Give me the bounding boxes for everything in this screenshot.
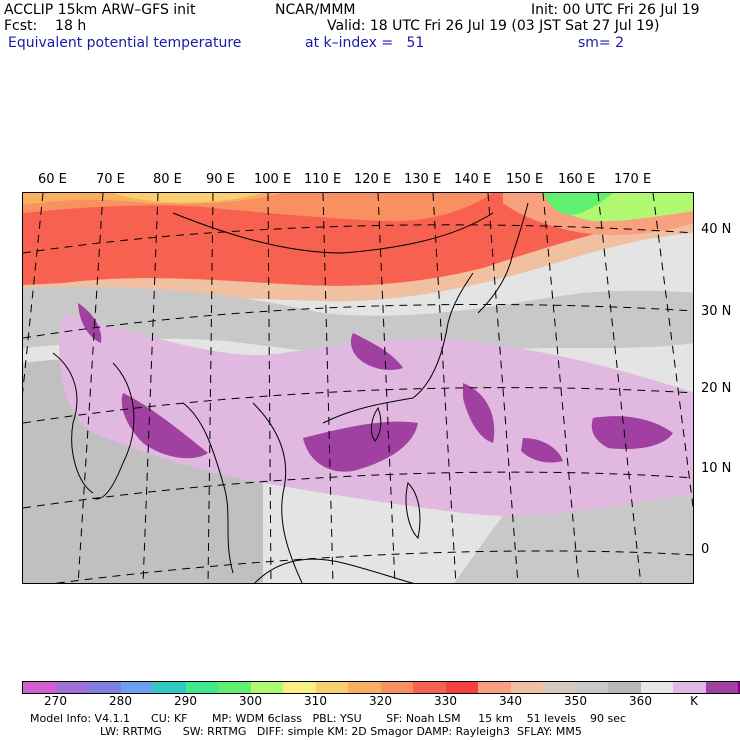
colorbar-tick-label: 320 <box>369 694 392 708</box>
colorbar-tick-label: 290 <box>174 694 197 708</box>
colorbar-tick-label: 350 <box>564 694 587 708</box>
colorbar-tick-label: 280 <box>109 694 132 708</box>
colorbar-swatch <box>738 682 740 693</box>
colorbar-swatch <box>218 682 251 693</box>
colorbar-swatch <box>478 682 511 693</box>
colorbar-swatch <box>88 682 121 693</box>
lat-label: 30 N <box>701 304 732 319</box>
model-info-line: Model Info: V4.1.1 CU: KF MP: WDM 6class… <box>30 712 627 725</box>
lat-label: 20 N <box>701 381 732 396</box>
colorbar-swatch <box>445 682 478 693</box>
init-time: Init: 00 UTC Fri 26 Jul 19 <box>531 2 700 18</box>
lon-label: 70 E <box>96 172 125 187</box>
lon-label: 140 E <box>454 172 492 187</box>
colorbar-swatch <box>575 682 608 693</box>
lon-label: 170 E <box>614 172 652 187</box>
colorbar-unit-label: K <box>690 694 698 708</box>
colorbar-swatch <box>543 682 576 693</box>
colorbar-tick-label: 300 <box>239 694 262 708</box>
lon-label: 80 E <box>153 172 182 187</box>
smoothing-value: sm= 2 <box>578 35 625 51</box>
lon-label: 150 E <box>506 172 544 187</box>
colorbar-swatch <box>640 682 673 693</box>
theta-e-field <box>23 193 693 583</box>
colorbar-swatch <box>348 682 381 693</box>
colorbar-tick-label: 270 <box>44 694 67 708</box>
lon-label: 100 E <box>254 172 292 187</box>
lat-label: 40 N <box>701 222 732 237</box>
model-title: ACCLIP 15km ARW–GFS init <box>4 2 196 18</box>
level-index: at k–index = 51 <box>305 35 425 51</box>
colorbar-swatch <box>380 682 413 693</box>
colorbar-swatch <box>55 682 88 693</box>
lon-label: 160 E <box>558 172 596 187</box>
physics-info-line: LW: RRTMG SW: RRTMG DIFF: simple KM: 2D … <box>100 725 582 738</box>
lat-label: 10 N <box>701 461 732 476</box>
forecast-hour: Fcst: 18 h <box>4 18 87 34</box>
colorbar-swatch <box>315 682 348 693</box>
colorbar-tick-label: 340 <box>499 694 522 708</box>
lon-label: 60 E <box>38 172 67 187</box>
colorbar-tick-label: 330 <box>434 694 457 708</box>
colorbar-swatch <box>705 682 738 693</box>
colorbar-swatch <box>413 682 446 693</box>
organization-label: NCAR/MMM <box>275 2 356 18</box>
colorbar-swatch <box>283 682 316 693</box>
colorbar-swatch <box>153 682 186 693</box>
colorbar-swatch <box>510 682 543 693</box>
colorbar <box>22 681 740 694</box>
map-panel <box>22 192 694 584</box>
colorbar-swatch <box>608 682 641 693</box>
colorbar-swatch <box>250 682 283 693</box>
colorbar-swatch <box>673 682 706 693</box>
lat-label: 0 <box>701 542 710 557</box>
colorbar-tick-label: 310 <box>304 694 327 708</box>
lon-label: 120 E <box>354 172 392 187</box>
field-name: Equivalent potential temperature <box>8 35 242 51</box>
lon-label: 110 E <box>304 172 342 187</box>
colorbar-swatch <box>185 682 218 693</box>
lon-label: 130 E <box>404 172 442 187</box>
colorbar-tick-label: 360 <box>629 694 652 708</box>
lon-label: 90 E <box>206 172 235 187</box>
colorbar-swatch <box>23 682 56 693</box>
colorbar-swatch <box>120 682 153 693</box>
valid-time: Valid: 18 UTC Fri 26 Jul 19 (03 JST Sat … <box>327 18 660 34</box>
